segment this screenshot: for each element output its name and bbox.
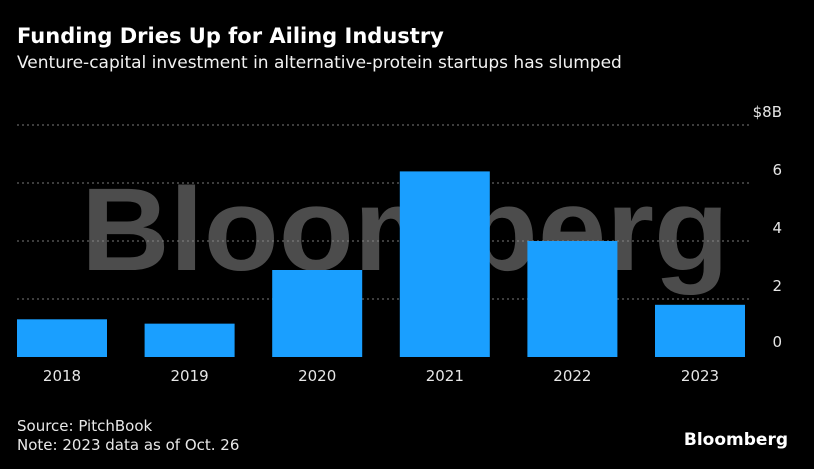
bar-2020	[272, 270, 363, 357]
x-category-label: 2019	[171, 367, 209, 385]
bars	[17, 171, 745, 357]
bar-2021	[399, 171, 490, 357]
bar-2023	[655, 304, 745, 357]
y-tick-label: 0	[772, 333, 782, 351]
y-tick-label: 2	[772, 277, 782, 295]
gridlines	[17, 124, 750, 300]
chart-title: Funding Dries Up for Ailing Industry	[17, 24, 444, 48]
x-category-label: 2020	[298, 367, 336, 385]
chart-subtitle: Venture-capital investment in alternativ…	[17, 53, 622, 73]
bar-2022	[527, 241, 618, 357]
y-axis-ticks: 0 2 4 6 $8B	[753, 103, 782, 351]
bar-2018	[17, 319, 107, 357]
x-axis-categories: 2018 2019 2020 2021 2022 2023	[43, 367, 719, 385]
y-tick-label: 4	[772, 219, 782, 237]
x-category-label: 2022	[553, 367, 591, 385]
bar-2019	[144, 323, 235, 357]
data-note: Note: 2023 data as of Oct. 26	[17, 436, 240, 454]
x-category-label: 2021	[426, 367, 464, 385]
x-category-label: 2023	[681, 367, 719, 385]
y-tick-label: 6	[772, 161, 782, 179]
bloomberg-logo: Bloomberg	[683, 430, 788, 450]
y-tick-label: $8B	[753, 103, 782, 121]
source-note: Source: PitchBook	[17, 417, 153, 435]
x-category-label: 2018	[43, 367, 81, 385]
